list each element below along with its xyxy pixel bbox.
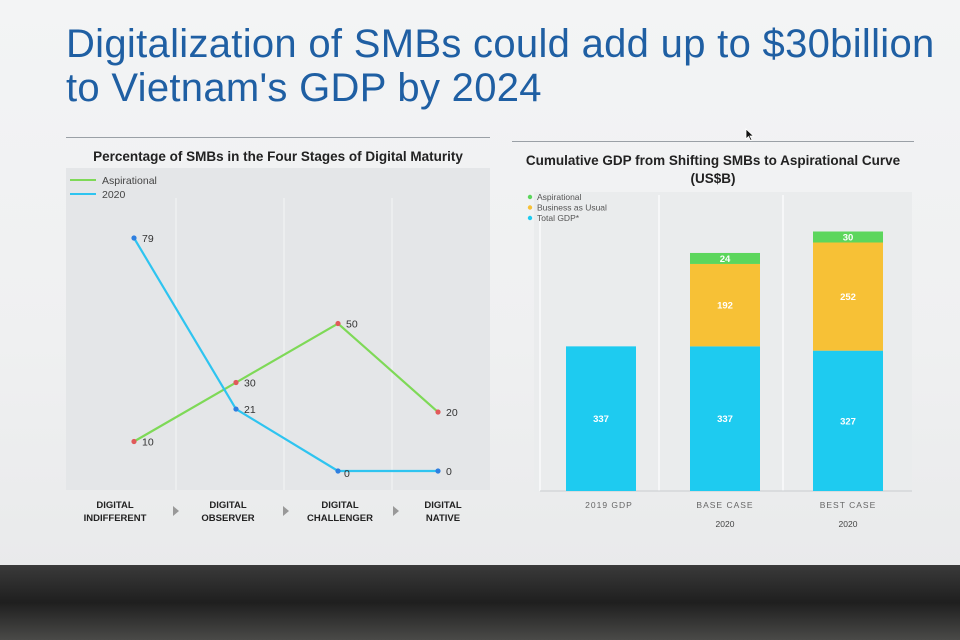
- bar-1-segment-1: [690, 263, 760, 347]
- series-1-point-0: [131, 235, 137, 241]
- stage-arrow-1: [283, 506, 289, 516]
- series-0-point-2: [335, 320, 341, 327]
- bar-2-value-0: 327: [840, 416, 856, 427]
- series-1-label-0: 79: [142, 233, 154, 245]
- bar-category-sub-1: 2020: [716, 519, 735, 529]
- series-0-label-0: 10: [142, 437, 154, 449]
- bar-legend-label-1: Business as Usual: [537, 203, 607, 213]
- series-0-point-3: [435, 409, 441, 415]
- series-line-1: [133, 237, 438, 473]
- bar-category-2: BEST CASE: [820, 500, 877, 510]
- series-0-label-2: 50: [346, 319, 358, 331]
- category-label-2-0: DIGITAL: [321, 500, 358, 511]
- slide-title-line-1: Digitalization of SMBs could add up to $…: [66, 22, 935, 66]
- bar-category-sub-2: 2020: [839, 519, 858, 529]
- legend-label-0: Aspirational: [102, 175, 157, 187]
- presentation-slide: Digitalization of SMBs could add up to $…: [0, 0, 960, 570]
- bar-1-value-2: 24: [720, 254, 731, 265]
- series-0-label-1: 30: [244, 378, 256, 390]
- bar-chart-subtitle: (US$B): [690, 171, 736, 186]
- category-label-0-1: INDIFFERENT: [84, 513, 147, 524]
- series-0-label-3: 20: [446, 407, 458, 419]
- series-1-point-2: [335, 468, 341, 474]
- bar-2-segment-1: [813, 242, 883, 351]
- bar-category-0: 2019 GDP: [585, 500, 633, 510]
- series-0-point-1: [233, 379, 239, 386]
- stage-arrow-2: [393, 506, 399, 516]
- screen-bezel: [0, 565, 960, 640]
- category-label-1-1: OBSERVER: [201, 513, 254, 524]
- category-label-1-0: DIGITAL: [209, 500, 246, 511]
- bar-2-value-1: 252: [840, 292, 856, 303]
- mouse-pointer-icon: [745, 128, 755, 142]
- bar-1-segment-2: [690, 252, 760, 264]
- series-1-point-1: [233, 406, 239, 412]
- series-1-point-3: [435, 468, 441, 474]
- bar-legend-label-0: Aspirational: [537, 192, 582, 202]
- left-divider: [66, 137, 490, 138]
- bar-2-value-2: 30: [843, 233, 854, 244]
- slide-title: Digitalization of SMBs could add up to $…: [66, 22, 956, 110]
- line-plot-area: [66, 168, 490, 490]
- category-label-3-0: DIGITAL: [424, 500, 461, 511]
- category-label-0-0: DIGITAL: [96, 500, 133, 511]
- line-chart-title: Percentage of SMBs in the Four Stages of…: [93, 149, 463, 164]
- bar-legend-dot-0: [527, 194, 533, 200]
- bar-1-segment-0: [690, 346, 760, 491]
- right-divider: [512, 141, 914, 142]
- bar-2-segment-2: [813, 231, 883, 243]
- line-chart: Aspirational 2020 10 30 50 20 79 21 0 0 DIGITAL IND…: [66, 168, 490, 524]
- bar-0-segment-0: [566, 346, 636, 491]
- bar-chart-title-block: Cumulative GDP from Shifting SMBs to Asp…: [512, 152, 914, 188]
- stage-arrow-0: [173, 506, 179, 516]
- bar-1-value-0: 337: [717, 414, 733, 425]
- series-line-0: [133, 322, 439, 443]
- category-label-2-1: CHALLENGER: [307, 513, 373, 524]
- bar-0-value-0: 337: [593, 414, 609, 425]
- slide-title-line-2: to Vietnam's GDP by 2024: [66, 66, 542, 110]
- bar-chart-title: Cumulative GDP from Shifting SMBs to Asp…: [525, 153, 901, 168]
- series-1-label-3: 0: [446, 466, 452, 478]
- bar-legend-dot-2: [527, 215, 533, 221]
- bar-legend-label-2: Total GDP*: [537, 213, 580, 223]
- category-label-3-1: NATIVE: [426, 513, 460, 524]
- series-1-label-1: 21: [244, 404, 256, 416]
- bar-legend-dot-1: [527, 205, 533, 210]
- bar-2-segment-0: [813, 350, 883, 491]
- bar-category-1: BASE CASE: [696, 500, 753, 510]
- series-0-point-0: [131, 438, 137, 445]
- series-1-label-2: 0: [344, 468, 350, 480]
- bar-1-value-1: 192: [717, 301, 733, 312]
- legend-label-1: 2020: [102, 189, 126, 201]
